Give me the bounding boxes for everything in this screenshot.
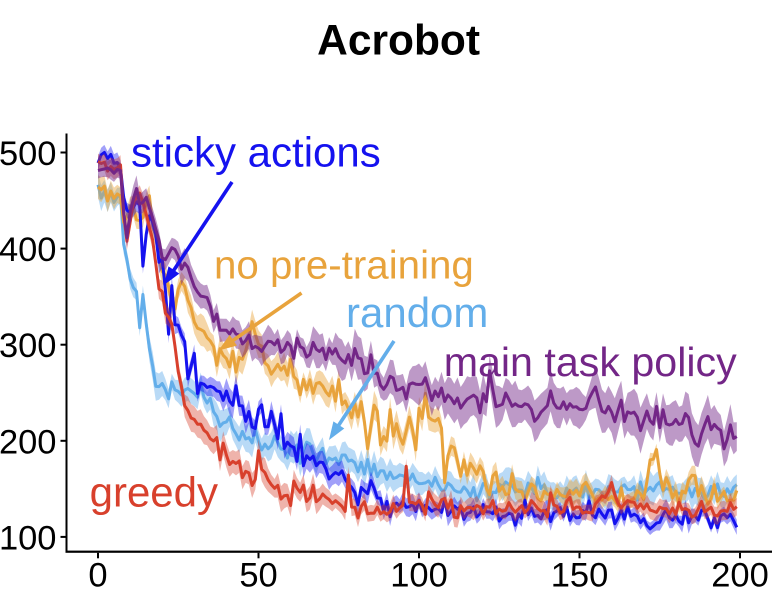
svg-text:50: 50	[239, 557, 277, 595]
svg-text:200: 200	[0, 423, 57, 461]
svg-text:sticky actions: sticky actions	[131, 129, 381, 176]
svg-text:0: 0	[88, 557, 107, 595]
svg-text:150: 150	[551, 557, 609, 595]
svg-text:Acrobot: Acrobot	[317, 18, 480, 65]
svg-text:300: 300	[0, 327, 57, 365]
svg-text:greedy: greedy	[90, 469, 218, 516]
svg-text:main task policy: main task policy	[444, 339, 737, 385]
svg-text:no pre-training: no pre-training	[214, 242, 474, 287]
svg-text:100: 100	[390, 557, 448, 595]
svg-text:100: 100	[0, 519, 57, 557]
svg-text:200: 200	[711, 557, 769, 595]
svg-text:400: 400	[0, 231, 57, 269]
svg-text:random: random	[346, 289, 488, 336]
svg-text:500: 500	[0, 135, 57, 173]
